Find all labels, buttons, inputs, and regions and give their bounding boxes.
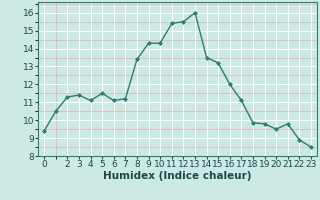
X-axis label: Humidex (Indice chaleur): Humidex (Indice chaleur) (103, 171, 252, 181)
